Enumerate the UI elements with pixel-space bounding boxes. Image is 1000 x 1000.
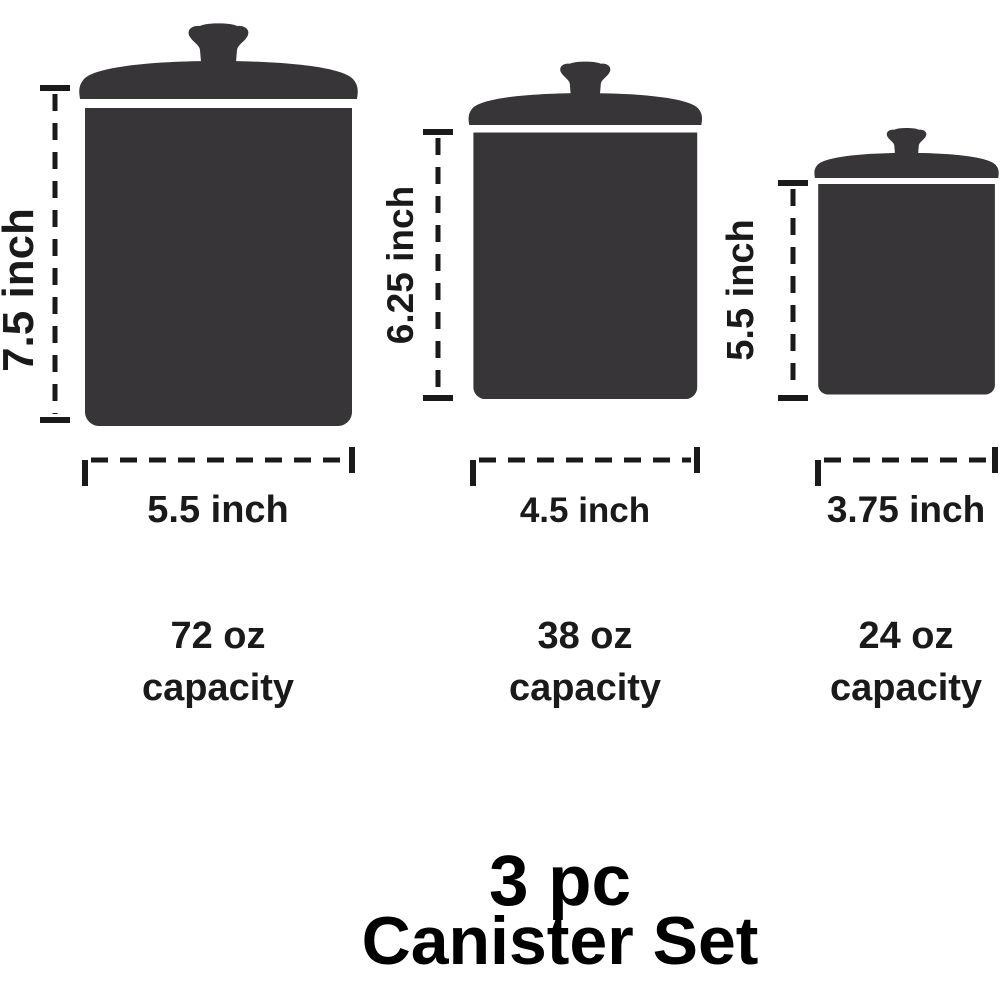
svg-text:5.5 inch: 5.5 inch — [147, 489, 289, 531]
svg-text:capacity: capacity — [142, 667, 294, 709]
svg-text:5.5 inch: 5.5 inch — [720, 219, 762, 361]
svg-text:38 oz: 38 oz — [537, 615, 632, 657]
svg-text:6.25 inch: 6.25 inch — [380, 186, 421, 344]
svg-text:capacity: capacity — [509, 667, 661, 709]
svg-text:4.5 inch: 4.5 inch — [520, 491, 650, 530]
svg-text:24 oz: 24 oz — [858, 615, 953, 657]
svg-text:capacity: capacity — [830, 667, 982, 709]
svg-text:Canister Set: Canister Set — [362, 903, 759, 979]
svg-text:7.5 inch: 7.5 inch — [0, 208, 43, 372]
svg-text:72 oz: 72 oz — [170, 615, 265, 657]
svg-text:3.75 inch: 3.75 inch — [827, 489, 985, 530]
